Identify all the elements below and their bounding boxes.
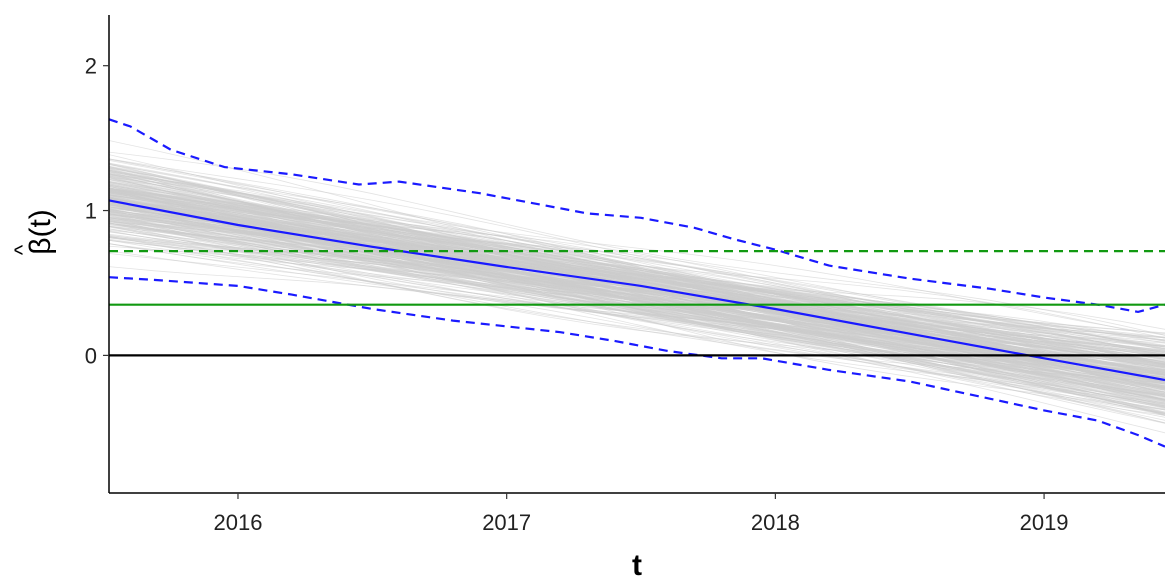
bootstrap-curve: [108, 166, 1165, 415]
bootstrap-curve: [108, 202, 1165, 410]
y-axis-title-hat: ^: [10, 244, 35, 255]
upper-band-line: [108, 118, 1165, 314]
x-axis-title: t: [632, 549, 642, 578]
bootstrap-curve: [108, 154, 1165, 396]
bootstrap-curve: [108, 183, 1165, 414]
bootstrap-curve: [108, 221, 1165, 414]
bootstrap-curve: [108, 184, 1165, 393]
bootstrap-curve: [108, 199, 1165, 349]
bootstrap-curve: [108, 187, 1165, 396]
bootstrap-curve: [108, 217, 1165, 351]
bootstrap-curve: [108, 187, 1165, 373]
x-tick-label: 2016: [214, 510, 263, 535]
x-tick-label: 2019: [1020, 510, 1069, 535]
bootstrap-curve: [108, 238, 1165, 405]
y-axis-ticks: 0 1 2: [85, 54, 109, 368]
bootstrap-curve: [108, 204, 1165, 339]
y-tick-label: 1: [85, 199, 97, 224]
y-tick-label: 0: [85, 343, 97, 368]
bootstrap-curve: [108, 235, 1165, 411]
series-layer: [108, 118, 1165, 448]
bootstrap-curve: [108, 219, 1165, 397]
y-axis-title-base: β(t): [24, 209, 57, 255]
y-axis-title: β(t) ^: [10, 209, 57, 255]
bootstrap-curve: [108, 231, 1165, 368]
bootstrap-curve: [108, 240, 1165, 406]
x-tick-label: 2018: [751, 510, 800, 535]
y-tick-label: 2: [85, 54, 97, 79]
x-tick-label: 2017: [482, 510, 531, 535]
bootstrap-curve: [108, 196, 1165, 334]
bootstrap-curve: [108, 201, 1165, 383]
mean-estimate-line: [108, 199, 1165, 382]
lower-band-line: [108, 276, 1165, 448]
bootstrap-curve: [108, 214, 1165, 393]
x-axis-ticks: 2016 2017 2018 2019: [214, 493, 1069, 535]
bootstrap-curve: [108, 169, 1165, 354]
bootstrap-curve: [108, 184, 1165, 352]
bootstrap-curves: [108, 140, 1165, 434]
